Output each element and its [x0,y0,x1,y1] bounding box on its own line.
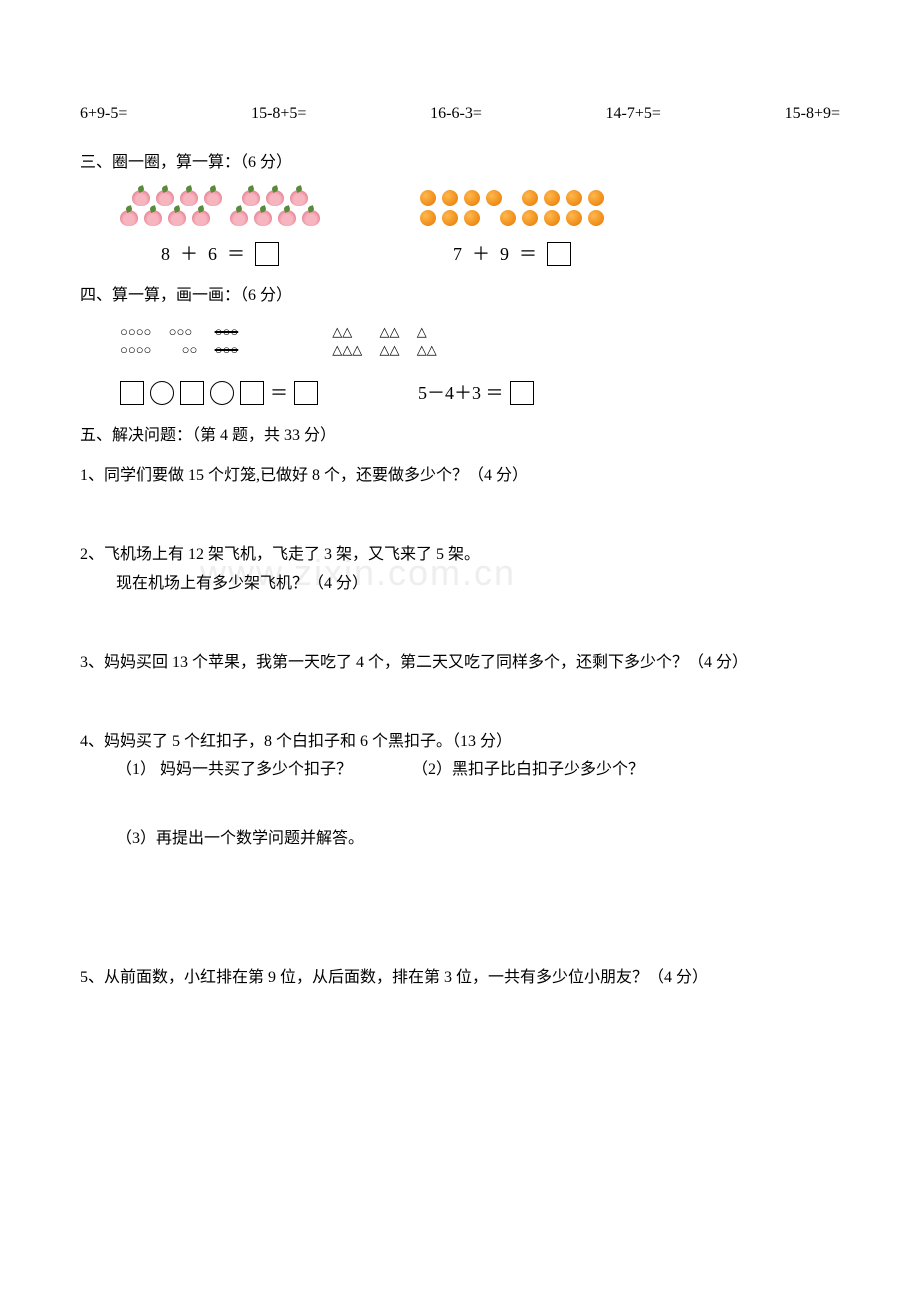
dot-icon [420,210,436,226]
problem-3: 3、妈妈买回 13 个苹果，我第一天吃了 4 个，第二天又吃了同样多个，还剩下多… [80,649,840,678]
peach-icon [254,210,272,226]
eq-operand: 7 [453,238,462,270]
peach-icon [156,190,174,206]
dot-icon [522,190,538,206]
arith-expr: 6+9-5= [80,100,127,129]
problem-1: 1、同学们要做 15 个灯笼,已做好 8 个，还要做多少个？（4 分） [80,462,840,491]
dot-icon [566,190,582,206]
equation-left: 8 ＋ 6 ＝ [161,238,279,270]
answer-box[interactable] [294,381,318,405]
operand-box[interactable] [120,381,144,405]
dot-icon [500,210,516,226]
problem-5: 5、从前面数，小红排在第 9 位，从后面数，排在第 3 位，一共有多少位小朋友？… [80,964,840,993]
triangles-group: △△△△△ △△△△ △△△ [332,323,451,359]
peach-group: 8 ＋ 6 ＝ [120,190,320,270]
peach-icon [230,210,248,226]
dot-icon [544,190,560,206]
peach-icon [180,190,198,206]
dot-group: 7 ＋ 9 ＝ [420,190,604,270]
eq-operand: 8 [161,238,170,270]
problem-2: 2、飞机场上有 12 架飞机，飞走了 3 架，又飞来了 5 架。 现在机场上有多… [80,541,840,599]
arithmetic-row: 6+9-5= 15-8+5= 16-6-3= 14-7+5= 15-8+9= [80,100,840,129]
peach-icon [302,210,320,226]
problem-subpart: （3）再提出一个数学问题并解答。 [116,825,840,854]
answer-box[interactable] [510,381,534,405]
problem-4: 4、妈妈买了 5 个红扣子，8 个白扣子和 6 个黑扣子。（13 分） （1） … [80,728,840,854]
problem-text: 1、同学们要做 15 个灯笼,已做好 8 个，还要做多少个？（4 分） [80,462,840,491]
dot-icon [588,210,604,226]
section-5-title: 五、解决问题：（第 4 题，共 33 分） [80,422,840,451]
problem-subpart: （2）黑扣子比白扣子少多少个？ [412,756,644,785]
blank-equation: ＝ [120,377,318,409]
peach-icon [278,210,296,226]
problem-text: 2、飞机场上有 12 架飞机，飞走了 3 架，又飞来了 5 架。 [80,541,840,570]
ovals-group: ○○○○○○○○ ○○○ ○○ ○○○○○○ [120,323,252,359]
peach-icon [266,190,284,206]
right-equation: 5－4＋3 ＝ [418,377,534,409]
peach-icon [290,190,308,206]
eq-operand: 9 [500,238,509,270]
problem-subpart: （1） 妈妈一共买了多少个扣子？ [116,756,352,785]
equals-sign: ＝ [227,238,245,270]
answer-box[interactable] [547,242,571,266]
peach-icon [204,190,222,206]
peach-icon [242,190,260,206]
arith-expr: 15-8+9= [785,100,840,129]
eq-text: 5－4＋3 ＝ [418,377,504,409]
equals-sign: ＝ [270,377,288,409]
dot-icon [588,190,604,206]
dot-icon [544,210,560,226]
circle-section: 8 ＋ 6 ＝ 7 ＋ 9 ＝ [120,190,840,270]
dot-icon [442,190,458,206]
word-problems: 1、同学们要做 15 个灯笼,已做好 8 个，还要做多少个？（4 分） www.… [80,462,840,992]
equals-sign: ＝ [519,238,537,270]
draw-section: ○○○○○○○○ ○○○ ○○ ○○○○○○ △△△△△ △△△△ △△△ [120,323,840,359]
dot-icon [442,210,458,226]
peach-icon [168,210,186,226]
plus-sign: ＋ [180,238,198,270]
eq-operand: 6 [208,238,217,270]
problem-text: 现在机场上有多少架飞机？（4 分） [116,570,840,599]
dot-icon [420,190,436,206]
operator-circle[interactable] [210,381,234,405]
peach-icon [192,210,210,226]
dot-icon [464,190,480,206]
operand-box[interactable] [180,381,204,405]
dot-icon [486,190,502,206]
arith-expr: 16-6-3= [430,100,482,129]
equation-right: 7 ＋ 9 ＝ [453,238,571,270]
problem-text: 3、妈妈买回 13 个苹果，我第一天吃了 4 个，第二天又吃了同样多个，还剩下多… [80,649,840,678]
dot-icon [522,210,538,226]
peach-icon [120,210,138,226]
problem-text: 5、从前面数，小红排在第 9 位，从后面数，排在第 3 位，一共有多少位小朋友？… [80,964,840,993]
peach-icon [144,210,162,226]
problem-text: 4、妈妈买了 5 个红扣子，8 个白扣子和 6 个黑扣子。（13 分） [80,728,840,757]
peach-icon [132,190,150,206]
plus-sign: ＋ [472,238,490,270]
section-3-title: 三、圈一圈，算一算：（6 分） [80,149,840,178]
arith-expr: 15-8+5= [251,100,306,129]
dot-icon [464,210,480,226]
operand-box[interactable] [240,381,264,405]
section-4-title: 四、算一算，画一画：（6 分） [80,282,840,311]
dot-icon [566,210,582,226]
answer-box[interactable] [255,242,279,266]
arith-expr: 14-7+5= [606,100,661,129]
operator-circle[interactable] [150,381,174,405]
